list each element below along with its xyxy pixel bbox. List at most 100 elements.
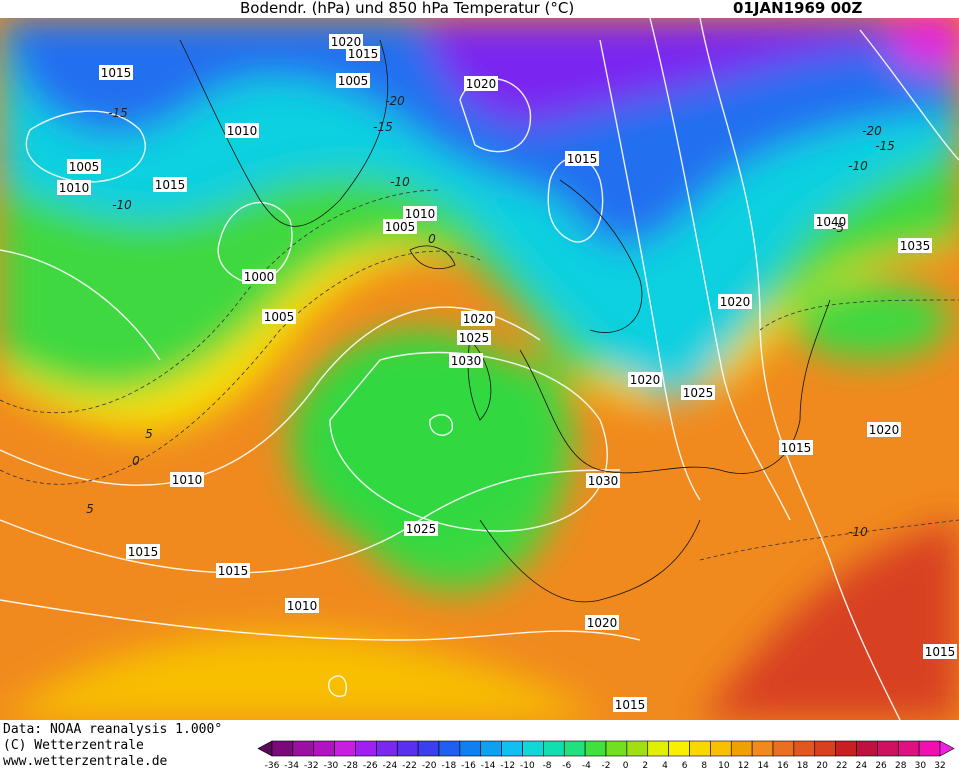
isobar-label: 1010 — [172, 473, 203, 487]
isobar-label: 1020 — [331, 35, 362, 49]
colorbar-swatch — [459, 740, 482, 757]
isobar-label: 1030 — [451, 354, 482, 368]
isobar-label: 1010 — [59, 181, 90, 195]
colorbar-label: -8 — [543, 761, 552, 770]
colorbar-label: -24 — [383, 761, 398, 770]
isobar-label: 1015 — [925, 645, 956, 659]
isobar-label: 1020 — [869, 423, 900, 437]
isobar-label-box — [57, 180, 91, 195]
colorbar-label: 18 — [797, 761, 809, 770]
colorbar-label: -10 — [520, 761, 535, 770]
map-field — [0, 18, 959, 720]
colorbar-label: -20 — [422, 761, 437, 770]
isobar-label: 1015 — [218, 564, 249, 578]
colorbar-label: 24 — [856, 761, 868, 770]
isobar-label-box — [329, 34, 363, 49]
colorbar-swatch — [563, 740, 586, 757]
colorbar-label: 28 — [895, 761, 907, 770]
colorbar-label: -16 — [461, 761, 476, 770]
colorbar-arrow — [257, 740, 273, 757]
footer: Data: NOAA reanalysis 1.000° (C) Wetterz… — [3, 722, 222, 770]
isobar-label: 1020 — [587, 616, 618, 630]
colorbar-label: -2 — [602, 761, 611, 770]
colorbar-label: -18 — [441, 761, 456, 770]
temperature-label: -10 — [848, 525, 868, 539]
colorbar-swatch — [543, 740, 565, 757]
colorbar-label: -36 — [265, 761, 280, 770]
isobar-label-box — [285, 598, 319, 613]
colorbar-swatch — [480, 740, 502, 757]
temperature-label: -5 — [832, 221, 844, 235]
isobar-label: 1025 — [406, 522, 437, 536]
colorbar-swatch — [814, 740, 836, 757]
isobar-label-box — [404, 521, 438, 536]
isobar-label-box — [613, 697, 647, 712]
colorbar-swatch — [793, 740, 816, 757]
isobar-label-box — [718, 294, 752, 309]
colorbar-label: 12 — [738, 761, 749, 770]
colorbar-swatch — [689, 740, 711, 757]
isobar-label-box — [336, 73, 370, 88]
colorbar-label: 6 — [682, 761, 688, 770]
isobar-label: 1015 — [155, 178, 186, 192]
colorbar-swatch — [355, 740, 377, 757]
colorbar-label: 2 — [642, 761, 648, 770]
footer-source: Data: NOAA reanalysis 1.000° — [3, 722, 223, 737]
isobar-label-box — [779, 440, 813, 455]
isobar-label-box — [449, 353, 483, 368]
isobar-label-box — [153, 177, 187, 192]
temperature-label: -15 — [875, 139, 895, 153]
colorbar-label: 8 — [701, 761, 707, 770]
isobar-label: 1005 — [264, 310, 295, 324]
temperature-label: -20 — [385, 94, 405, 108]
colorbar-label: -30 — [324, 761, 339, 770]
isobar-label-box — [99, 65, 133, 80]
isobar-label-box — [126, 544, 160, 559]
isobar-labels: 1020 1015 1015 1005 1020 1010 1005 1010 1015 1015… — [57, 34, 957, 712]
colorbar-swatch — [626, 740, 649, 757]
isobar-label-box — [923, 644, 957, 659]
isobar-label: 1005 — [385, 220, 416, 234]
colorbar-arrow — [939, 740, 955, 757]
title: Bodendr. (hPa) und 850 hPa Temperatur (°… — [240, 0, 574, 17]
colorbar-label: 32 — [934, 761, 945, 770]
isobar-label: 1015 — [615, 698, 646, 712]
colorbar-swatch — [605, 740, 628, 757]
isobar-label: 1010 — [227, 124, 258, 138]
colorbar-swatch — [396, 740, 419, 757]
colorbar-swatch — [584, 740, 607, 757]
colorbar-swatch — [856, 740, 878, 757]
colorbar-label: -6 — [562, 761, 571, 770]
temperature-label: 0 — [132, 454, 140, 468]
isobar-label: 1025 — [459, 331, 490, 345]
colorbar-label: 26 — [875, 761, 887, 770]
isobar-label-box — [565, 151, 599, 166]
isobar-label-box — [464, 76, 498, 91]
colorbar-swatch — [334, 740, 356, 757]
colorbar: -36 -34 -32 -30 -28 -26 -24 -22 -20 -18 -16 -14 -12-… — [257, 740, 955, 770]
isobar-label-box — [898, 238, 932, 253]
isobar-label: 1015 — [101, 66, 132, 80]
colorbar-label: 16 — [777, 761, 789, 770]
isobar-label: 1015 — [128, 545, 159, 559]
colorbar-swatch — [710, 740, 732, 757]
colorbar-label: -26 — [363, 761, 378, 770]
temperature-label: 0 — [428, 232, 436, 246]
isobar-label: 1005 — [338, 74, 369, 88]
isobar-label: 1020 — [466, 77, 497, 91]
date: 01JAN1969 00Z — [733, 0, 862, 17]
isobar-label-box — [586, 473, 620, 488]
colorbar-label: -12 — [500, 761, 515, 770]
colorbar-swatch — [730, 740, 753, 757]
isobar-label-box — [867, 422, 901, 437]
isobar-label-box — [170, 472, 204, 487]
isobar-label: 1015 — [781, 441, 812, 455]
colorbar-swatch — [313, 740, 335, 757]
colorbar-label: 10 — [718, 761, 730, 770]
temperature-label: 5 — [145, 427, 153, 441]
isobar-label: 1020 — [630, 373, 661, 387]
colorbar-label: 0 — [623, 761, 629, 770]
isobar-label-box — [216, 563, 250, 578]
temperature-label: -15 — [108, 106, 128, 120]
